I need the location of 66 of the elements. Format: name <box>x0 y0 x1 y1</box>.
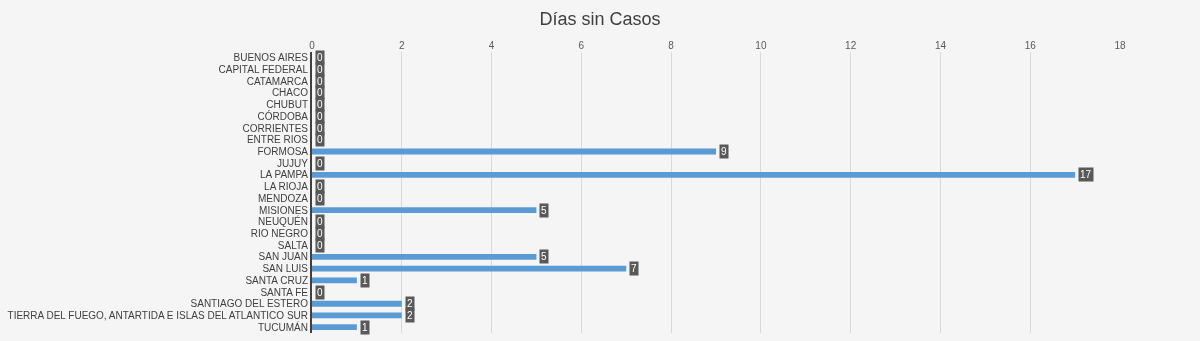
bar <box>312 207 537 213</box>
y-tick-label: CORRIENTES <box>242 122 309 134</box>
y-tick-label: NEUQUÉN <box>257 215 308 228</box>
data-label: 0 <box>317 181 323 192</box>
data-label: 0 <box>317 52 323 63</box>
y-tick-label: SAN JUAN <box>258 251 308 263</box>
y-tick-label: CHACO <box>271 87 309 99</box>
x-tick-label: 6 <box>578 40 585 51</box>
data-label: 0 <box>317 134 323 145</box>
data-label: 0 <box>317 158 323 169</box>
bar <box>312 324 357 331</box>
data-label: 0 <box>317 99 323 110</box>
y-tick-label: TUCUMÁN <box>258 320 308 333</box>
y-tick-label: FORMOSA <box>257 146 309 158</box>
bar <box>312 300 402 307</box>
x-tick-label: 0 <box>309 40 316 51</box>
y-tick-label: JUJUY <box>276 157 309 169</box>
y-tick-label: CAPITAL FEDERAL <box>218 64 309 76</box>
data-label: 2 <box>407 310 413 321</box>
y-tick-label: LA RIOJA <box>264 181 309 193</box>
y-tick-label: CÓRDOBA <box>257 109 309 122</box>
x-tick-label: 8 <box>668 40 675 51</box>
y-tick-label: CHUBUT <box>266 99 308 111</box>
bar <box>312 253 537 260</box>
x-tick-label: 18 <box>1114 40 1126 51</box>
x-tick-label: 2 <box>399 40 405 51</box>
y-tick-label: MENDOZA <box>258 192 309 204</box>
x-tick-label: 14 <box>934 40 947 51</box>
bar <box>312 277 357 284</box>
y-tick-label: MISIONES <box>259 204 309 216</box>
data-label: 1 <box>362 275 368 286</box>
y-tick-label: ENTRE RIOS <box>246 134 309 146</box>
data-label: 0 <box>317 228 323 239</box>
x-tick-label: 10 <box>755 40 767 51</box>
data-label: 17 <box>1080 169 1092 180</box>
y-tick-label: SANTIAGO DEL ESTERO <box>190 298 309 310</box>
data-label: 0 <box>317 111 323 122</box>
data-label: 0 <box>317 287 323 298</box>
data-label: 0 <box>317 64 323 75</box>
y-tick-label: RIO NEGRO <box>250 227 309 239</box>
y-tick-label: CATAMARCA <box>246 75 309 87</box>
data-label: 0 <box>317 240 323 251</box>
x-tick-label: 12 <box>845 40 857 51</box>
data-label: 0 <box>317 193 323 204</box>
data-label: 2 <box>407 298 413 309</box>
data-label: 0 <box>317 216 323 227</box>
data-label: 9 <box>721 146 727 157</box>
data-label: 0 <box>317 123 323 134</box>
bar <box>312 172 1076 178</box>
data-label: 0 <box>317 87 323 98</box>
data-label: 1 <box>362 322 368 333</box>
y-tick-label: LA PAMPA <box>260 169 309 181</box>
data-label: 5 <box>541 251 547 262</box>
chart-title: Días sin Casos <box>539 8 661 29</box>
data-label: 7 <box>631 263 637 274</box>
y-tick-label: SAN LUIS <box>262 263 309 275</box>
x-tick-label: 4 <box>488 40 495 51</box>
data-label: 5 <box>541 205 547 216</box>
y-tick-label: TIERRA DEL FUEGO, ANTARTIDA E ISLAS DEL ATLANTICO SUR <box>7 309 308 321</box>
y-tick-label: SANTA CRUZ <box>245 274 308 286</box>
y-tick-label: SALTA <box>277 239 309 251</box>
y-tick-label: BUENOS AIRES <box>233 52 309 64</box>
y-tick-label: SANTA FE <box>260 286 309 298</box>
bar <box>312 265 627 272</box>
x-tick-label: 16 <box>1024 40 1037 51</box>
data-label: 0 <box>317 76 323 87</box>
